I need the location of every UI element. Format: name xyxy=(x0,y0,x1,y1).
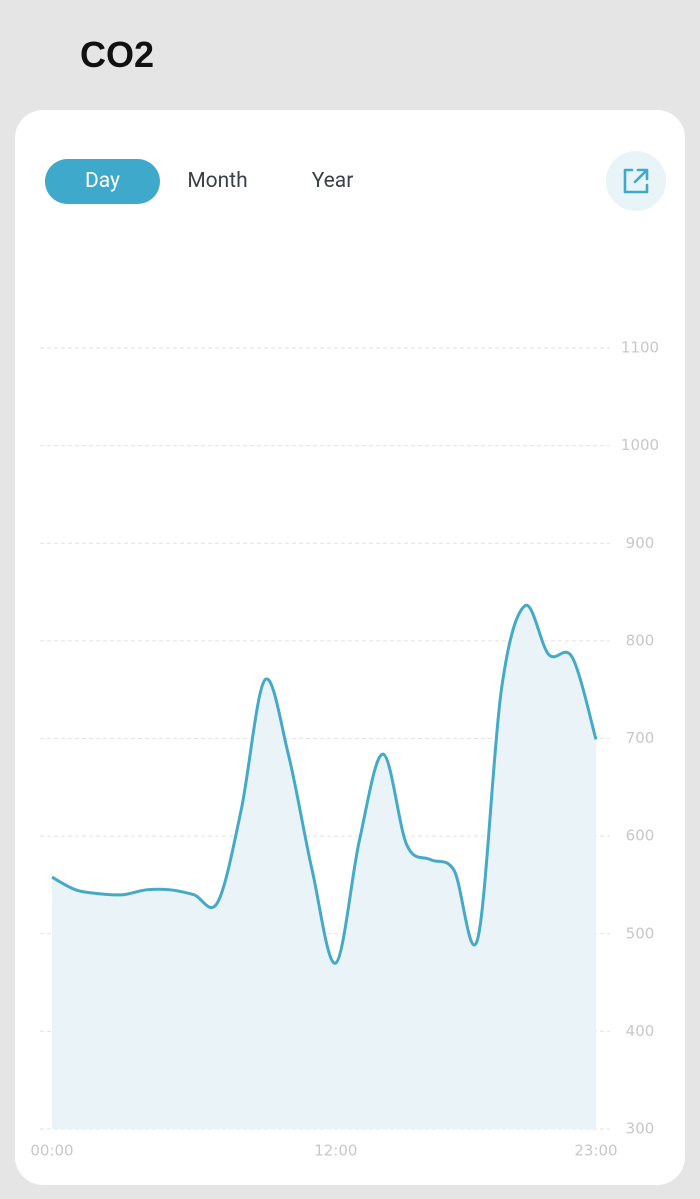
share-button[interactable] xyxy=(606,151,666,211)
y-tick-label: 600 xyxy=(626,827,655,845)
x-tick-label: 12:00 xyxy=(314,1142,357,1160)
y-tick-label: 700 xyxy=(626,729,655,747)
page-title: CO2 xyxy=(80,34,155,75)
x-tick-label: 00:00 xyxy=(30,1142,73,1160)
tab[interactable]: Day xyxy=(45,159,160,204)
y-tick-label: 300 xyxy=(626,1120,655,1138)
y-tick-label: 1000 xyxy=(621,436,659,454)
share-icon xyxy=(623,168,649,194)
y-tick-label: 800 xyxy=(626,631,655,649)
area xyxy=(52,605,596,1129)
y-tick-label: 900 xyxy=(626,534,655,552)
y-tick-label: 500 xyxy=(626,924,655,942)
x-tick-label: 23:00 xyxy=(574,1142,617,1160)
tab[interactable]: Month xyxy=(187,169,248,193)
line xyxy=(51,604,598,965)
tab[interactable]: Year xyxy=(311,169,354,193)
y-tick-label: 1100 xyxy=(621,339,659,357)
y-tick-label: 400 xyxy=(626,1022,655,1040)
